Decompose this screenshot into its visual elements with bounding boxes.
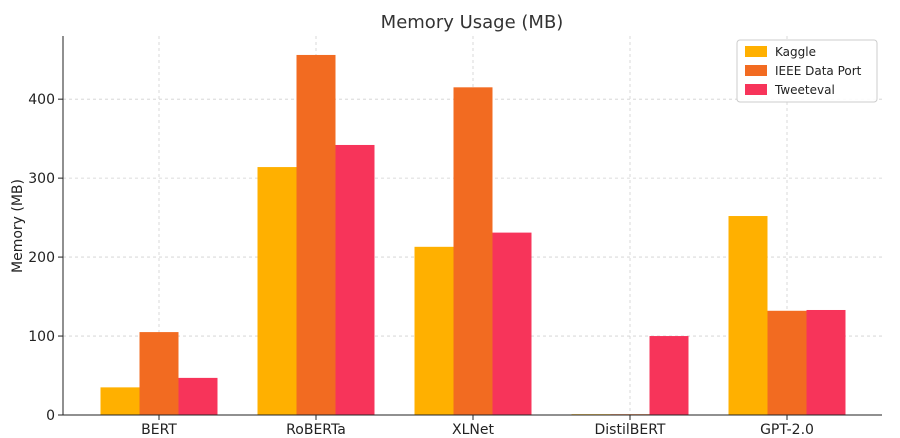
legend-label: Tweeteval xyxy=(774,83,835,97)
bar xyxy=(100,387,140,415)
bar xyxy=(414,246,454,415)
bar xyxy=(257,167,297,415)
y-tick-label: 0 xyxy=(46,408,55,424)
legend: Kaggle IEEE Data Port Tweeteval xyxy=(736,39,878,103)
bar xyxy=(649,336,689,415)
y-tick-label: 400 xyxy=(28,92,55,108)
legend-swatch xyxy=(745,84,767,95)
bar xyxy=(139,332,179,415)
legend-label: IEEE Data Port xyxy=(775,64,862,78)
y-tick-label: 200 xyxy=(28,250,55,266)
bar xyxy=(492,232,532,415)
bar xyxy=(178,377,218,415)
legend-swatch xyxy=(745,46,767,57)
chart-title: Memory Usage (MB) xyxy=(381,12,564,33)
x-tick-label: RoBERTa xyxy=(286,422,346,438)
y-tick-label: 300 xyxy=(28,171,55,187)
bars xyxy=(100,54,846,416)
y-tick-label: 100 xyxy=(28,329,55,345)
bar xyxy=(728,216,768,415)
x-tick-label: XLNet xyxy=(452,422,494,438)
x-tick-label: GPT-2.0 xyxy=(760,422,814,438)
tick-labels: 0 100 200 300 400 BERT RoBERTa XLNet DistilBERT G… xyxy=(28,92,814,438)
x-tick-label: DistilBERT xyxy=(595,422,666,438)
legend-box xyxy=(736,39,878,103)
bar xyxy=(453,87,493,416)
bar xyxy=(335,144,375,415)
legend-swatch xyxy=(745,65,767,76)
bar xyxy=(296,54,336,415)
bar xyxy=(806,309,846,415)
bar xyxy=(767,310,807,415)
x-tick-label: BERT xyxy=(141,422,177,438)
y-axis-label: Memory (MB) xyxy=(10,179,26,273)
legend-label: Kaggle xyxy=(775,45,816,59)
